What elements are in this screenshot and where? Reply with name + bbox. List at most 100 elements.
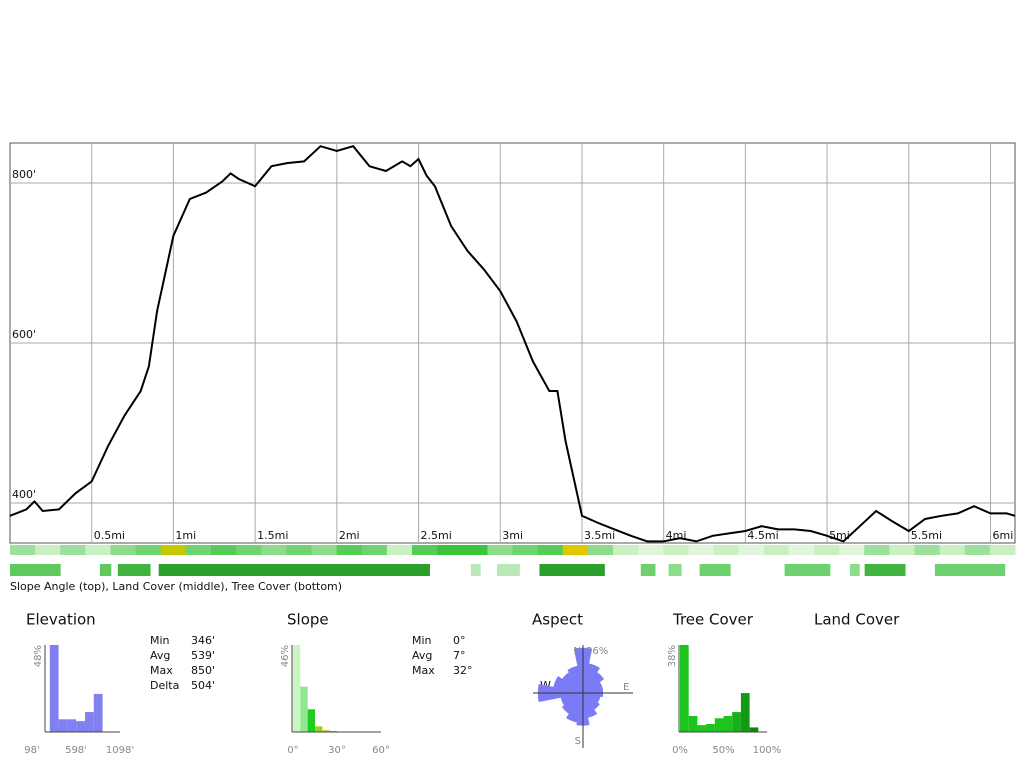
slope-cell bbox=[236, 545, 262, 555]
x-tick-label: 6mi bbox=[992, 529, 1013, 542]
aspect-wedge bbox=[553, 675, 584, 694]
histogram-bar bbox=[76, 721, 85, 732]
stat-label: Avg bbox=[150, 649, 170, 662]
histogram-bar bbox=[307, 709, 315, 732]
aspect-wedge bbox=[582, 671, 605, 694]
slope-cell bbox=[562, 545, 589, 555]
direction-label: N bbox=[574, 646, 581, 657]
slope-cell bbox=[185, 545, 212, 555]
panel-title: Slope bbox=[287, 611, 329, 629]
slope-cell bbox=[10, 545, 36, 555]
histogram-bar bbox=[84, 712, 94, 732]
slope-cell bbox=[412, 545, 438, 555]
tree-cover-segment bbox=[10, 564, 61, 576]
slope-cell bbox=[361, 545, 388, 555]
slope-cell bbox=[462, 545, 488, 555]
x-tick-label: 598' bbox=[65, 745, 87, 756]
histogram-bar bbox=[697, 725, 707, 732]
slope-cell bbox=[914, 545, 941, 555]
slope-cell bbox=[60, 545, 86, 555]
x-tick-label: 2mi bbox=[339, 529, 360, 542]
aspect-wedge bbox=[565, 692, 584, 723]
y-axis-label: 46% bbox=[280, 645, 291, 667]
slope-cell bbox=[864, 545, 890, 555]
x-tick-label: 98' bbox=[24, 745, 39, 756]
slope-cell bbox=[311, 545, 338, 555]
aspect-wedge bbox=[567, 665, 584, 694]
slope-cell bbox=[261, 545, 287, 555]
slope-cell bbox=[336, 545, 363, 555]
panel-title: Tree Cover bbox=[672, 611, 754, 629]
histogram-bar bbox=[706, 723, 715, 732]
slope-cell bbox=[160, 545, 187, 555]
tree-cover-segment bbox=[496, 564, 520, 576]
panel-title: Land Cover bbox=[814, 611, 900, 629]
tree-cover-segment bbox=[699, 564, 731, 576]
slope-cell bbox=[788, 545, 815, 555]
tree-cover-segment bbox=[117, 564, 151, 576]
tree-cover-segment bbox=[539, 564, 605, 576]
slope-cell bbox=[437, 545, 463, 555]
aspect-wedge bbox=[561, 692, 584, 715]
x-tick-label: 60° bbox=[372, 745, 390, 756]
slope-cell bbox=[839, 545, 865, 555]
tree-cover-segment bbox=[470, 564, 481, 576]
tree-cover-segment bbox=[934, 564, 1006, 576]
slope-cell bbox=[663, 545, 689, 555]
slope-cell bbox=[889, 545, 915, 555]
strip-caption: Slope Angle (top), Land Cover (middle), … bbox=[10, 580, 342, 593]
slope-cell bbox=[286, 545, 312, 555]
stat-value: 0° bbox=[453, 634, 466, 647]
x-tick-label: 4.5mi bbox=[747, 529, 778, 542]
x-tick-label: 0% bbox=[672, 745, 688, 756]
slope-cell bbox=[85, 545, 111, 555]
slope-cell bbox=[613, 545, 639, 555]
slope-cell bbox=[814, 545, 840, 555]
histogram-bar bbox=[315, 726, 323, 732]
x-tick-label: 0.5mi bbox=[94, 529, 125, 542]
histogram-bar bbox=[300, 686, 308, 732]
x-tick-label: 50% bbox=[712, 745, 734, 756]
stat-label: Min bbox=[150, 634, 170, 647]
tree-cover-segment bbox=[640, 564, 656, 576]
y-tick-label: 600' bbox=[12, 328, 36, 341]
radius-label: 36% bbox=[586, 646, 608, 657]
slope-cell bbox=[738, 545, 765, 555]
direction-label: S bbox=[575, 736, 581, 747]
histogram-bar bbox=[749, 727, 759, 732]
x-tick-label: 1mi bbox=[175, 529, 196, 542]
tree-cover-segment bbox=[99, 564, 112, 576]
panel-title: Aspect bbox=[532, 611, 583, 629]
slope-cell bbox=[35, 545, 61, 555]
slope-cell bbox=[989, 545, 1016, 555]
slope-cell bbox=[110, 545, 137, 555]
slope-cell bbox=[713, 545, 740, 555]
slope-cell bbox=[211, 545, 237, 555]
slope-cell bbox=[512, 545, 539, 555]
elevation-line bbox=[9, 145, 1016, 543]
histogram-bar bbox=[93, 693, 103, 732]
y-axis-label: 38% bbox=[667, 645, 678, 667]
slope-cell bbox=[688, 545, 714, 555]
histogram-bar bbox=[322, 730, 330, 732]
slope-cell bbox=[939, 545, 966, 555]
tree-cover-segment bbox=[784, 564, 831, 576]
histogram-bar bbox=[680, 645, 689, 732]
histogram-bar bbox=[293, 645, 301, 732]
panel-title: Elevation bbox=[26, 611, 96, 629]
stat-label: Delta bbox=[150, 679, 179, 692]
histogram-bar bbox=[732, 712, 741, 732]
slope-cell bbox=[964, 545, 991, 555]
histogram-bar bbox=[723, 715, 733, 732]
histogram-bar bbox=[740, 693, 750, 732]
x-tick-label: 100% bbox=[753, 745, 782, 756]
x-tick-label: 3mi bbox=[502, 529, 523, 542]
stat-label: Max bbox=[412, 664, 435, 677]
tree-cover-segment bbox=[668, 564, 682, 576]
slope-cell bbox=[386, 545, 413, 555]
stat-label: Min bbox=[412, 634, 432, 647]
y-tick-label: 400' bbox=[12, 488, 36, 501]
stat-label: Avg bbox=[412, 649, 432, 662]
stat-value: 346' bbox=[191, 634, 215, 647]
